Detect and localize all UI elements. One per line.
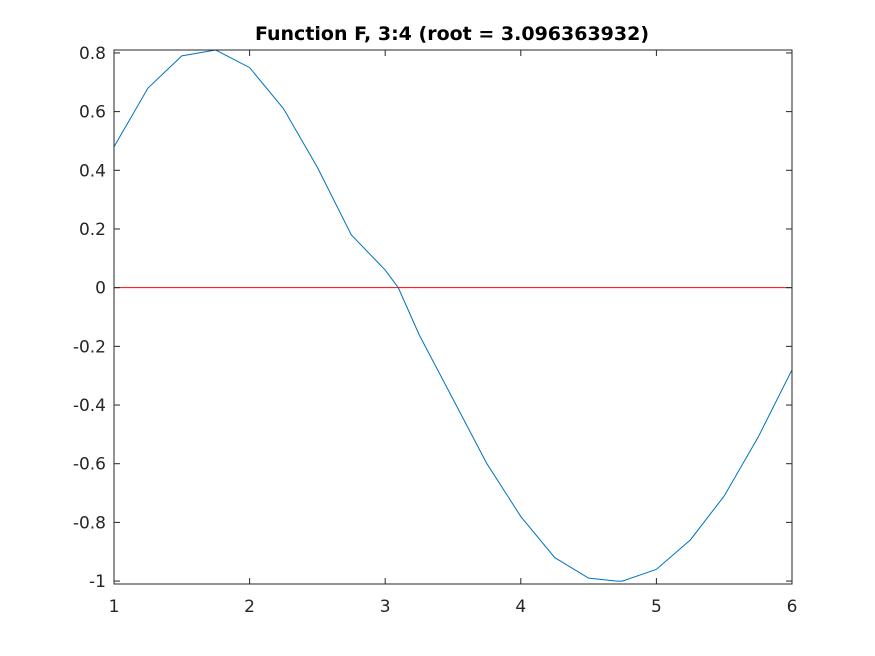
series-layer bbox=[113, 49, 793, 582]
series-line-0 bbox=[113, 49, 793, 582]
x-tick-label: 5 bbox=[651, 597, 662, 617]
y-tick-label: -0.4 bbox=[73, 396, 106, 416]
x-tick-label: 3 bbox=[380, 597, 391, 617]
y-tick-label: 0.6 bbox=[79, 103, 106, 123]
tick-layer: 1 2 3 4 5 6 0.8 0.6 0.4 0.2 0 -0.2 -0.4 -0.6 -0.8 -1 bbox=[73, 44, 798, 617]
plot-area-border bbox=[113, 49, 793, 585]
y-tick-label: 0.8 bbox=[79, 44, 106, 64]
x-tick-label: 1 bbox=[109, 597, 120, 617]
chart-title: Function F, 3:4 (root = 3.096363932) bbox=[255, 23, 649, 45]
y-tick-label: -0.2 bbox=[73, 337, 106, 357]
y-tick-label: 0.2 bbox=[79, 220, 106, 240]
y-tick-label: 0 bbox=[95, 279, 106, 299]
x-tick-label: 2 bbox=[244, 597, 255, 617]
x-tick-label: 4 bbox=[515, 597, 526, 617]
y-tick-label: -0.6 bbox=[73, 455, 106, 475]
y-tick-label: 0.4 bbox=[79, 161, 106, 181]
x-tick-label: 6 bbox=[787, 597, 798, 617]
y-tick-label: -1 bbox=[89, 572, 106, 592]
y-tick-label: -0.8 bbox=[73, 513, 106, 533]
